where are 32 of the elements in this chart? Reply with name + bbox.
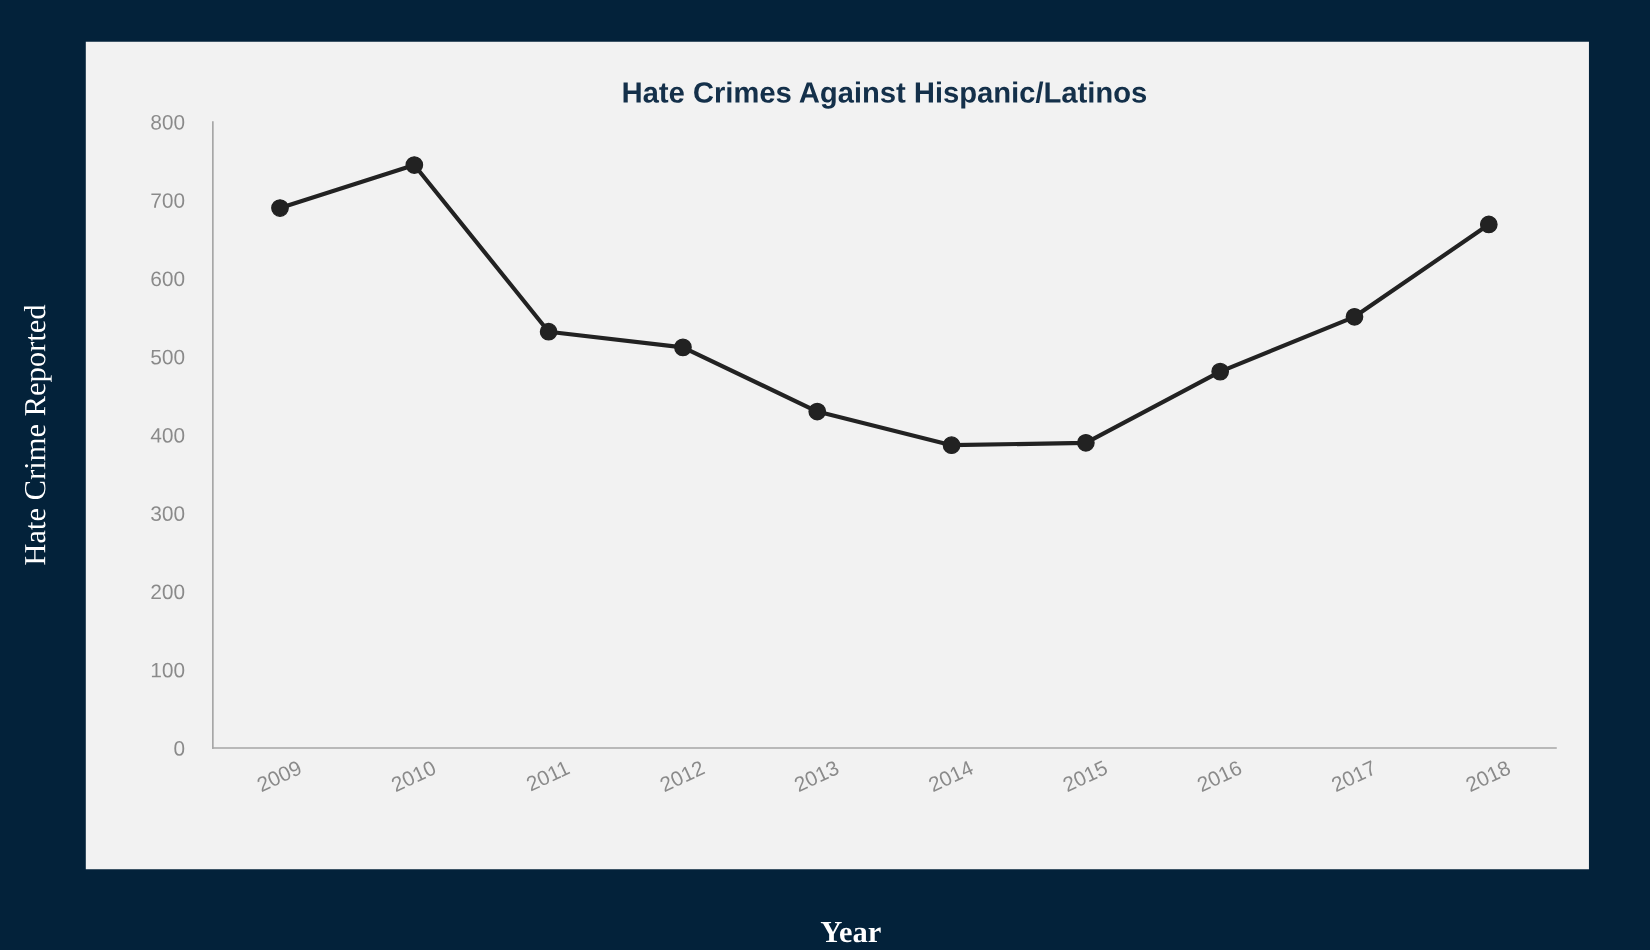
- point: [674, 338, 692, 357]
- chart-title: Hate Crimes Against Hispanic/Latinos: [623, 81, 1147, 109]
- point: [271, 199, 289, 217]
- y-tick-label: 500: [151, 349, 185, 365]
- y-tick-label: 300: [151, 506, 185, 522]
- x-tick-label: 2011: [525, 760, 571, 792]
- x-tick-label: 2016: [1196, 760, 1243, 793]
- point: [1479, 215, 1498, 234]
- x-tick-label: 2014: [927, 759, 975, 793]
- point: [405, 156, 424, 174]
- x-axis-title: Year: [820, 922, 881, 943]
- x-tick-label: 2012: [659, 760, 706, 793]
- point: [1076, 433, 1095, 452]
- point: [808, 402, 827, 421]
- x-tick-label: 2015: [1061, 760, 1109, 793]
- y-tick-label: 800: [151, 114, 185, 130]
- x-tick-label: 2017: [1330, 760, 1377, 793]
- x-tick-label: 2018: [1464, 760, 1512, 793]
- y-axis-title: Hate Crime Reported: [23, 304, 52, 565]
- point: [1345, 307, 1364, 326]
- y-tick-label: 400: [150, 428, 185, 443]
- x-tick-label: 2013: [793, 760, 840, 793]
- point: [1211, 362, 1230, 381]
- y-tick-label: 0: [174, 741, 185, 756]
- y-tick-label: 700: [151, 193, 185, 208]
- y-tick-label: 100: [151, 662, 185, 678]
- y-tick-label: 200: [151, 584, 185, 600]
- y-tick-label: 600: [151, 271, 185, 287]
- x-tick-label: 2010: [390, 759, 437, 793]
- x-tick-label: 2009: [256, 760, 303, 793]
- point: [942, 436, 961, 455]
- point: [539, 322, 558, 341]
